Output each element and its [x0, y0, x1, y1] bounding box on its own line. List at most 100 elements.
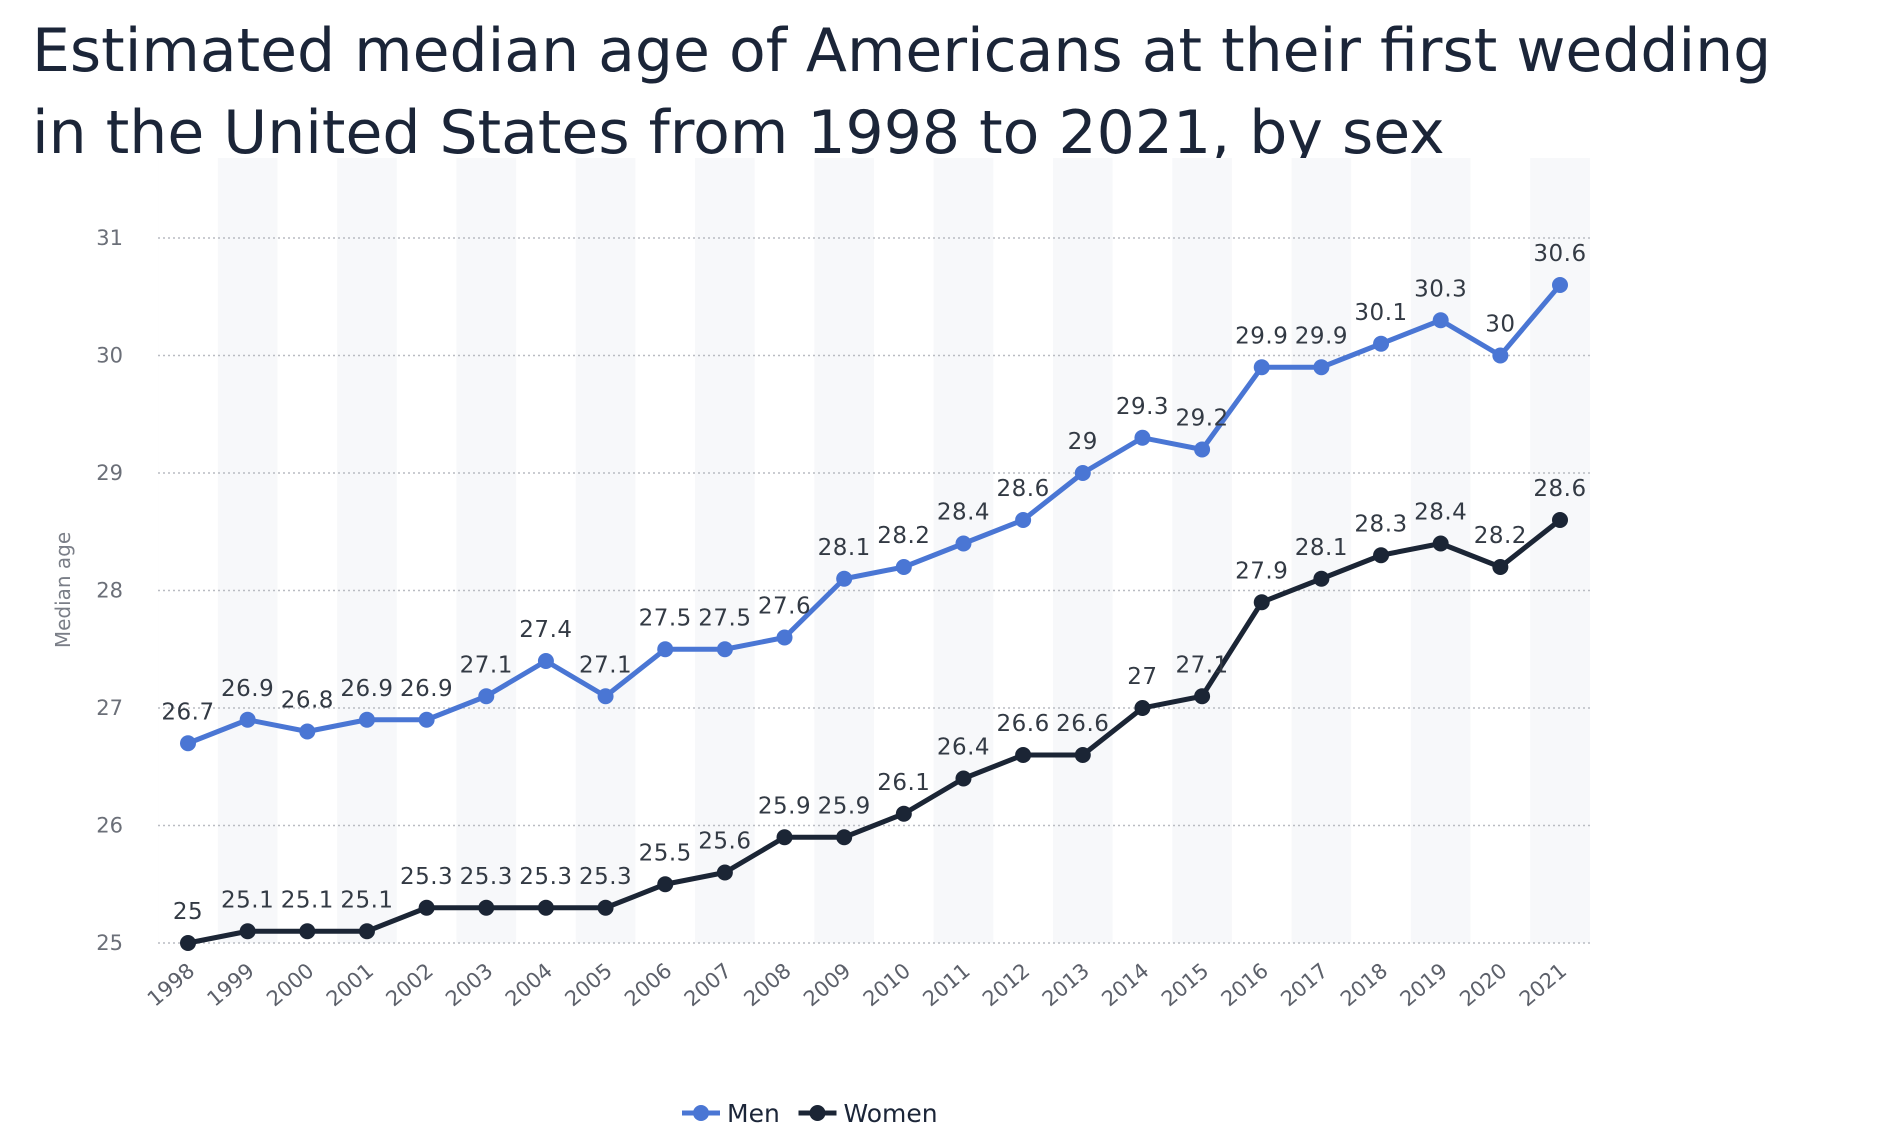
series-line-men: [185, 282, 1563, 746]
data-point-men: [1313, 359, 1330, 376]
data-point-men: [1194, 441, 1211, 458]
data-point-men: [180, 735, 196, 752]
data-label-men: 27.4: [519, 617, 572, 643]
series-line-women: [185, 517, 1563, 946]
data-point-men: [657, 641, 674, 658]
data-label-women: 27: [1127, 664, 1157, 690]
data-point-women: [716, 864, 733, 881]
data-label-men: 26.9: [400, 676, 453, 702]
x-tick-label: 2003: [441, 958, 497, 1011]
legend-marker: [809, 1105, 826, 1121]
data-point-women: [955, 770, 972, 787]
data-label-women: 27.1: [1175, 652, 1228, 678]
column-band: [396, 158, 457, 943]
data-label-women: 25.3: [460, 864, 513, 890]
data-label-men: 30.3: [1414, 276, 1467, 302]
column-band: [754, 158, 815, 943]
data-label-men: 29.3: [1116, 394, 1169, 420]
data-point-women: [895, 805, 912, 822]
data-point-women: [478, 899, 495, 916]
data-label-men: 26.7: [161, 699, 214, 725]
x-tick-label: 2005: [560, 958, 616, 1011]
data-label-men: 27.1: [460, 652, 513, 678]
data-label-women: 26.6: [1056, 711, 1109, 737]
data-point-men: [1492, 347, 1509, 364]
column-band: [516, 158, 576, 943]
data-label-women: 25: [173, 899, 203, 925]
data-label-women: 27.9: [1235, 558, 1288, 584]
column-bands: [158, 158, 1590, 943]
x-tick-label: 2020: [1455, 958, 1511, 1011]
y-tick-label: 27: [96, 696, 123, 720]
x-tick-label: 2015: [1157, 958, 1213, 1011]
data-label-women: 28.2: [1474, 523, 1527, 549]
data-point-men: [1253, 359, 1270, 376]
data-point-men: [537, 653, 554, 669]
y-axis-ticks: 25 26 27 28 29 30 31: [96, 226, 123, 955]
series-group: [180, 277, 1568, 951]
data-label-women: 25.1: [281, 887, 334, 913]
data-point-men: [1074, 465, 1091, 481]
data-label-men: 30: [1485, 312, 1515, 338]
x-tick-label: 2017: [1276, 958, 1332, 1011]
legend-item-women[interactable]: Women: [798, 1099, 938, 1128]
data-point-women: [657, 876, 674, 893]
data-label-men: 27.6: [758, 594, 811, 620]
x-tick-label: 2001: [322, 958, 378, 1011]
y-tick-label: 25: [96, 931, 123, 955]
data-label-women: 25.1: [340, 887, 393, 913]
column-band: [993, 158, 1053, 943]
y-tick-label: 30: [96, 344, 123, 368]
legend-label: Women: [844, 1099, 938, 1128]
data-label-men: 30.6: [1533, 241, 1586, 267]
column-band: [1231, 158, 1292, 943]
data-point-men: [597, 688, 614, 705]
data-label-men: 30.1: [1354, 300, 1407, 326]
data-point-women: [1492, 559, 1509, 575]
y-tick-label: 29: [96, 461, 123, 485]
x-tick-label: 2014: [1097, 958, 1153, 1011]
data-point-women: [1015, 747, 1032, 763]
column-band: [1112, 158, 1173, 943]
data-label-men: 29: [1068, 429, 1098, 455]
x-tick-label: 2021: [1515, 958, 1571, 1011]
data-label-women: 26.4: [937, 735, 990, 761]
data-point-men: [478, 688, 495, 705]
data-point-women: [1074, 747, 1091, 763]
x-tick-label: 2013: [1038, 958, 1094, 1011]
x-tick-label: 2008: [739, 958, 795, 1011]
x-tick-label: 2018: [1336, 958, 1392, 1011]
data-point-women: [1552, 512, 1568, 528]
data-point-women: [537, 899, 554, 916]
data-label-women: 25.3: [579, 864, 632, 890]
data-point-women: [1194, 688, 1211, 705]
chart-title: Estimated median age of Americans at the…: [32, 16, 1772, 168]
x-tick-label: 2011: [918, 958, 974, 1011]
data-label-men: 28.6: [997, 476, 1050, 502]
data-labels: 26.726.9 26.8 26.9 26.927.127.427.127.5 27.5…: [161, 241, 1586, 925]
data-point-women: [1134, 700, 1151, 716]
data-point-men: [418, 711, 435, 728]
legend-marker: [693, 1105, 709, 1121]
data-label-women: 28.6: [1533, 476, 1586, 502]
data-point-men: [1373, 335, 1390, 352]
data-label-women: 26.1: [877, 770, 930, 796]
legend-item-men[interactable]: Men: [682, 1099, 780, 1128]
x-tick-label: 1999: [202, 958, 258, 1011]
column-band: [277, 158, 338, 943]
legend[interactable]: Men Women: [682, 1099, 938, 1128]
y-tick-label: 28: [96, 579, 123, 603]
data-label-men: 28.2: [877, 523, 930, 549]
x-axis-ticks: 1998 1999 2000 2001 2002 2003 2004 2005 2006 2007…: [143, 958, 1571, 1011]
data-point-men: [1552, 277, 1568, 293]
legend-label: Men: [727, 1099, 780, 1128]
x-tick-label: 2000: [262, 958, 318, 1011]
data-point-men: [895, 559, 912, 575]
data-point-women: [358, 923, 375, 940]
data-label-men: 26.9: [340, 676, 393, 702]
data-label-men: 28.4: [937, 500, 990, 526]
x-tick-label: 2007: [680, 958, 736, 1011]
data-label-men: 28.1: [818, 535, 871, 561]
column-band: [158, 158, 218, 943]
